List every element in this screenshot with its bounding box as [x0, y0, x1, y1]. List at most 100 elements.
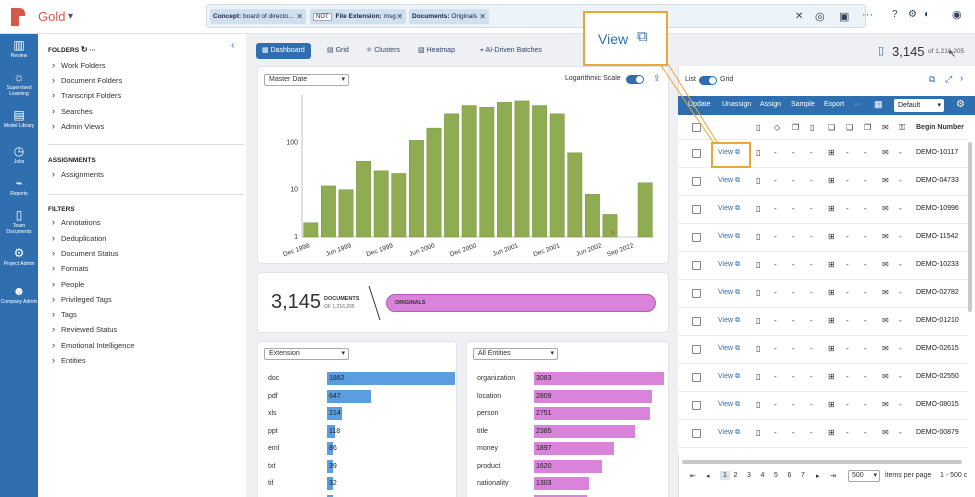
bar[interactable]: 2751	[534, 407, 650, 420]
filter-item-privileged-tags[interactable]: Privileged Tags	[52, 294, 112, 304]
first-page-icon[interactable]: ⇤	[690, 473, 696, 480]
tree-item-work-folders[interactable]: Work Folders	[52, 60, 105, 70]
view-link[interactable]: View ⧉	[718, 233, 740, 240]
filter-chip-concept[interactable]: Concept: board of directo... ✕	[210, 9, 306, 24]
view-link[interactable]: View ⧉	[718, 345, 740, 352]
close-icon[interactable]: ✕	[396, 12, 403, 21]
table-row[interactable]: View ⧉ ▯ - - - ⊞ - - ✉ - DEMO-10117	[678, 140, 968, 168]
tab-dashboard[interactable]: ▦ Dashboard	[256, 43, 311, 59]
row-checkbox[interactable]	[692, 177, 701, 186]
extension-dropdown[interactable]: Extension	[264, 348, 349, 360]
table-row[interactable]: View ⧉ ▯ - - - ⊞ - - ✉ - DEMO-02782	[678, 280, 968, 308]
table-row[interactable]: View ⧉ ▯ - - - ⊞ - - ✉ - DEMO-10233	[678, 252, 968, 280]
unassign-button[interactable]: Unassign	[722, 101, 752, 108]
view-link[interactable]: View ⧉	[718, 317, 740, 324]
table-row[interactable]: View ⧉ ▯ - - - ⊞ - - ✉ - DEMO-02550	[678, 364, 968, 392]
export-icon[interactable]: ⇪	[653, 73, 661, 83]
open-external-icon[interactable]: ⧉	[735, 429, 740, 436]
table-row[interactable]: View ⧉ ▯ - - - ⊞ - - ✉ - DEMO-11542	[678, 224, 968, 252]
bar[interactable]: 1897	[534, 442, 614, 455]
tree-item-admin-views[interactable]: Admin Views	[52, 121, 104, 131]
tree-item-assignments[interactable]: Assignments	[52, 169, 104, 179]
prev-page-icon[interactable]: ◂	[706, 473, 710, 480]
bar[interactable]: 647	[327, 389, 372, 403]
last-page-icon[interactable]: ⇥	[830, 473, 836, 480]
filter-chip-documents[interactable]: Documents: Originals ✕	[409, 9, 489, 24]
tab-grid[interactable]: ▤ Grid	[327, 47, 349, 54]
tab-clusters[interactable]: ⚛ Clusters	[366, 47, 400, 54]
table-row[interactable]: View ⧉ ▯ - - - ⊞ - - ✉ - DEMO-01210	[678, 308, 968, 336]
filter-item-entities[interactable]: Entities	[52, 355, 86, 365]
table-row[interactable]: View ⧉ ▯ - - - ⊞ - - ✉ - DEMO-10996	[678, 196, 968, 224]
view-link[interactable]: View ⧉	[718, 429, 740, 436]
page-2[interactable]: 2	[733, 472, 738, 479]
filter-item-annotations[interactable]: Annotations	[52, 217, 101, 227]
workspace-name[interactable]: Gold	[38, 9, 66, 24]
close-icon[interactable]: ✕	[296, 12, 303, 21]
view-link[interactable]: View ⧉	[718, 261, 740, 268]
bar[interactable]: 32	[327, 477, 337, 490]
table-row[interactable]: View ⧉ ▯ - - - ⊞ - - ✉ - DEMO-00879	[678, 420, 968, 448]
export-button[interactable]: Export	[824, 101, 845, 108]
row-checkbox[interactable]	[692, 233, 701, 242]
close-icon[interactable]: ✕	[479, 12, 486, 21]
row-checkbox[interactable]	[692, 401, 701, 410]
nav-jobs[interactable]: ◷ Jobs	[0, 144, 38, 165]
filter-bar[interactable]: Concept: board of directo... ✕ NOT File …	[206, 4, 873, 28]
row-checkbox[interactable]	[692, 345, 701, 354]
bar[interactable]: 86	[327, 442, 337, 455]
update-button[interactable]: Update	[688, 101, 711, 108]
view-link[interactable]: View ⧉	[718, 205, 740, 212]
settings-icon[interactable]: ⚙	[908, 9, 917, 20]
help-icon[interactable]: ?	[892, 9, 898, 20]
bar[interactable]: 1256	[534, 494, 587, 497]
bar[interactable]: 1303	[534, 477, 589, 490]
filter-item-emotional-intelligence[interactable]: Emotional Intelligence	[52, 340, 134, 350]
chevron-right-icon[interactable]: ›	[960, 73, 964, 84]
save-icon[interactable]: ▣	[839, 11, 850, 23]
refresh-icon[interactable]: ↻	[80, 45, 88, 54]
bar[interactable]: 30	[327, 494, 333, 497]
clear-filters-icon[interactable]: ✕	[795, 11, 804, 22]
qr-icon[interactable]: ▦	[874, 99, 883, 109]
bar[interactable]: 2385	[534, 424, 635, 438]
filter-chip-file-extension[interactable]: NOT File Extension: msg ✕	[310, 9, 406, 24]
open-external-icon[interactable]: ⧉	[735, 373, 740, 380]
nav-reports[interactable]: ⌁ Reports	[0, 176, 38, 197]
list-grid-toggle[interactable]	[699, 76, 717, 85]
date-field-dropdown[interactable]: Master Date	[264, 74, 349, 86]
view-link[interactable]: View ⧉	[718, 401, 740, 408]
row-checkbox[interactable]	[692, 261, 701, 270]
theme-icon[interactable]: ◐	[924, 9, 931, 20]
row-checkbox[interactable]	[692, 429, 701, 438]
select-all-checkbox[interactable]	[692, 123, 701, 132]
table-row[interactable]: View ⧉ ▯ - - - ⊞ - - ✉ - DEMO-08015	[678, 392, 968, 420]
open-external-icon[interactable]: ⧉	[735, 149, 740, 156]
open-external-icon[interactable]: ⧉	[929, 74, 936, 84]
app-logo[interactable]	[8, 6, 28, 28]
open-external-icon[interactable]: ⧉	[735, 317, 740, 324]
filter-item-formats[interactable]: Formats	[52, 263, 89, 273]
page-1[interactable]: 1	[720, 471, 730, 480]
originals-bar[interactable]: ORIGINALS	[386, 294, 656, 312]
filter-item-document-status[interactable]: Document Status	[52, 248, 119, 258]
table-row[interactable]: View ⧉ ▯ - - - ⊞ - - ✉ - DEMO-04733	[678, 168, 968, 196]
page-6[interactable]: 6	[787, 472, 792, 479]
collapse-panel-icon[interactable]: ‹	[231, 40, 235, 51]
bar[interactable]: 2809	[534, 389, 653, 403]
bar[interactable]: 214	[327, 407, 342, 420]
tab-heatmap[interactable]: ▧ Heatmap	[418, 47, 455, 54]
nav-company-admin[interactable]: ☻ Company Admin	[0, 284, 38, 305]
column-header-begin-number[interactable]: Begin Number	[916, 124, 964, 131]
nav-team-documents[interactable]: ▯ Team Documents	[0, 208, 38, 235]
row-checkbox[interactable]	[692, 373, 701, 382]
tree-item-searches[interactable]: Searches	[52, 106, 93, 116]
open-external-icon[interactable]: ⧉	[735, 261, 740, 268]
open-external-icon[interactable]: ⧉	[637, 28, 648, 45]
view-link[interactable]: View ⧉	[718, 373, 740, 380]
nav-model-library[interactable]: ▤ Model Library	[0, 108, 38, 129]
view-link[interactable]: View ⧉	[718, 177, 740, 184]
target-icon[interactable]: ◎	[815, 11, 825, 23]
page-7[interactable]: 7	[801, 472, 805, 479]
per-page-select[interactable]: 500 ▾	[848, 470, 880, 482]
